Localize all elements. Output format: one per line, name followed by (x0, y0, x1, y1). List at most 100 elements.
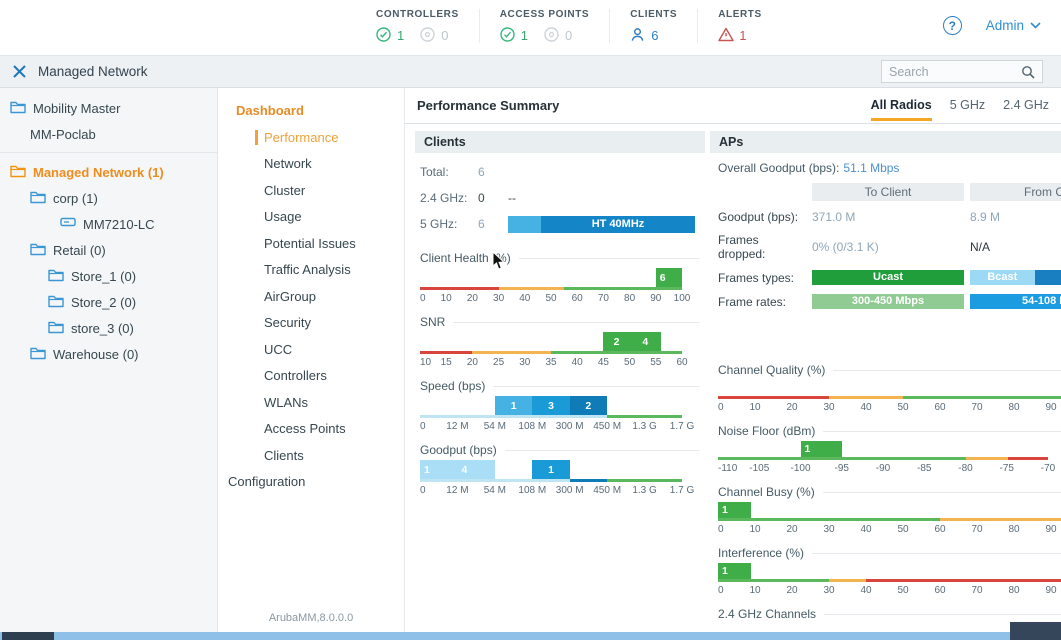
segment-bar: 54-108 Mbps (970, 294, 1061, 309)
clients-panel: Clients Total: 6 2.4 GHz: 0 -- 5 GHz: 6 (415, 131, 705, 640)
nav-item-security[interactable]: Security (264, 315, 311, 330)
context-toolbar: Managed Network Search (0, 55, 1061, 88)
stat-controllers[interactable]: CONTROLLERS 1 0 (356, 9, 479, 43)
tab-2-4-ghz[interactable]: 2.4 GHz (1003, 98, 1049, 112)
help-icon[interactable]: ? (942, 16, 962, 35)
tree-item-warehouse-0-[interactable]: Warehouse (0) (0, 341, 217, 367)
axis-ticks: 0 12 M 54 M 108 M 300 M 450 M 1.3 G 1.7 G (420, 421, 695, 432)
clients-24ghz-row: 2.4 GHz: 0 -- (420, 189, 700, 207)
folder-icon (30, 190, 46, 206)
close-icon[interactable] (12, 64, 27, 79)
ap-row-label: Frame rates: (718, 294, 787, 309)
nav-item-clients[interactable]: Clients (264, 447, 304, 463)
chart-title-text: Noise Floor (dBm) (718, 424, 816, 438)
tree-item-mm7210-lc[interactable]: MM7210-LC (0, 211, 217, 237)
clients-total-row: Total: 6 (420, 163, 700, 181)
chart-goodput: Goodput (bps) 1 4 1 0 12 M 54 M 108 M 300 M 450 M… (420, 443, 700, 498)
chevron-down-icon (1030, 22, 1041, 29)
chart-bars: 1 (718, 563, 1061, 579)
admin-menu[interactable]: Admin (986, 18, 1041, 33)
tab-all-radios[interactable]: All Radios (870, 98, 932, 121)
stat-clients[interactable]: CLIENTS 6 (609, 9, 697, 43)
chart-title: Channel Busy (%) (718, 485, 1061, 499)
axis-line (420, 287, 682, 290)
nav-item-performance[interactable]: Performance (218, 125, 404, 152)
chart-bars: 1 (718, 441, 1048, 457)
nav-item-network[interactable]: Network (264, 156, 312, 171)
nav-item-traffic-analysis[interactable]: Traffic Analysis (264, 262, 351, 277)
chart-title: SNR (420, 315, 700, 329)
chart-title: Channel Quality (%) (718, 363, 1061, 377)
axis-line (420, 415, 682, 418)
nav-item-access-points[interactable]: Access Points (264, 421, 346, 436)
stat-alerts[interactable]: ALERTS 1 (697, 9, 782, 43)
folder-icon (48, 294, 64, 310)
chart-noise-floor: Noise Floor (dBm) 1 -110 -105 -100 -95 -90 -85-… (718, 424, 1061, 476)
nav-item-cluster[interactable]: Cluster (264, 182, 306, 198)
nav-item-usage[interactable]: Usage (264, 209, 302, 224)
stat-value-muted: 0 (544, 27, 572, 43)
stat-value-alert: 1 (718, 27, 746, 43)
check-circle-icon (376, 27, 392, 43)
chart-bars: 1 (718, 502, 1061, 518)
tree-item-retail-0-[interactable]: Retail (0) (0, 237, 217, 263)
stat-label: CLIENTS (630, 9, 678, 20)
ap-bars-from-client: 54-108 Mbps (970, 294, 1061, 309)
ht40-bar-label: HT 40MHz (541, 215, 695, 233)
ap-bars-from-client: BcastMcast (970, 270, 1061, 285)
ap-bars-to-client: Ucast (812, 270, 964, 285)
nav-item-airgroup[interactable]: AirGroup (264, 288, 317, 304)
user-icon (630, 27, 646, 43)
tab-5-ghz[interactable]: 5 GHz (949, 98, 986, 112)
stat-label: CONTROLLERS (376, 9, 459, 20)
nav-item-dashboard[interactable]: Dashboard (236, 103, 304, 118)
ap-row-label: Frames dropped: (718, 233, 766, 261)
column-header-to-client: To Client (812, 183, 964, 201)
search-input[interactable]: Search (881, 60, 1043, 83)
axis-line (718, 579, 1061, 582)
chart-body: 2 4 10 15 20 25 30 35 40 45 50 55 60 (420, 332, 688, 370)
stat-access-points[interactable]: ACCESS POINTS 1 0 (478, 9, 609, 43)
tree-item-managed-network-1-[interactable]: Managed Network (1) (0, 159, 217, 185)
nav-item-controllers[interactable]: Controllers (264, 368, 327, 383)
horizontal-scrollbar[interactable] (0, 622, 1061, 640)
tree-item-store-1-0-[interactable]: Store_1 (0) (0, 263, 217, 289)
total-value: 6 (478, 165, 485, 179)
nav-item-ucc[interactable]: UCC (264, 341, 293, 357)
axis-ticks: -110 -105 -100 -95 -90 -85 -80 -75 -70 (718, 463, 1056, 474)
nav-item-potential-issues[interactable]: Potential Issues (264, 235, 356, 251)
chart-body: 1 -110 -105 -100 -95 -90 -85 -80 -75 -70 (718, 441, 1056, 476)
aps-panel-title: APs (710, 131, 1061, 153)
band-5-label: 5 GHz: (420, 217, 458, 231)
tree-item-mm-poclab[interactable]: MM-Poclab (0, 121, 217, 147)
axis-ticks: 10 15 20 25 30 35 40 45 50 55 60 (420, 357, 688, 368)
network-tree: Mobility Master MM-Poclab Managed Network … (0, 88, 218, 640)
ap-charts: Channel Quality (%) 010203040506070809010… (710, 361, 1061, 640)
band-5-bar-segment (508, 215, 541, 233)
bar: 6 (655, 268, 682, 287)
axis-line (718, 457, 1048, 460)
band-5-mode-bar: HT 40MHz (508, 215, 695, 233)
folder-icon (48, 268, 64, 284)
nav-item-wlans[interactable]: WLANs (264, 394, 309, 410)
chart-channels-24ghz: 2.4 GHz Channels123456789101112 (718, 607, 1061, 640)
tree-item-store-2-0-[interactable]: Store_2 (0) (0, 289, 217, 315)
chart-title-text: 2.4 GHz Channels (718, 607, 817, 621)
tree-item-corp-1-[interactable]: corp (1) (0, 185, 217, 211)
scrollbar-thumb[interactable] (2, 632, 54, 640)
chart-title: 2.4 GHz Channels (718, 607, 1061, 621)
tree-item-label: MM7210-LC (83, 216, 155, 232)
stat-count: 0 (564, 27, 573, 43)
chart-body: 1 4 1 0 12 M 54 M 108 M 300 M 450 M 1.3 G 1.7 G (420, 460, 694, 498)
tree-item-label: corp (1) (53, 190, 98, 206)
nav-item-configuration[interactable]: Configuration (228, 474, 306, 489)
tree-item-mobility-master[interactable]: Mobility Master (0, 95, 217, 121)
tree-item-store-3-0-[interactable]: store_3 (0) (0, 315, 217, 341)
band-24-value: 0 (478, 191, 485, 205)
